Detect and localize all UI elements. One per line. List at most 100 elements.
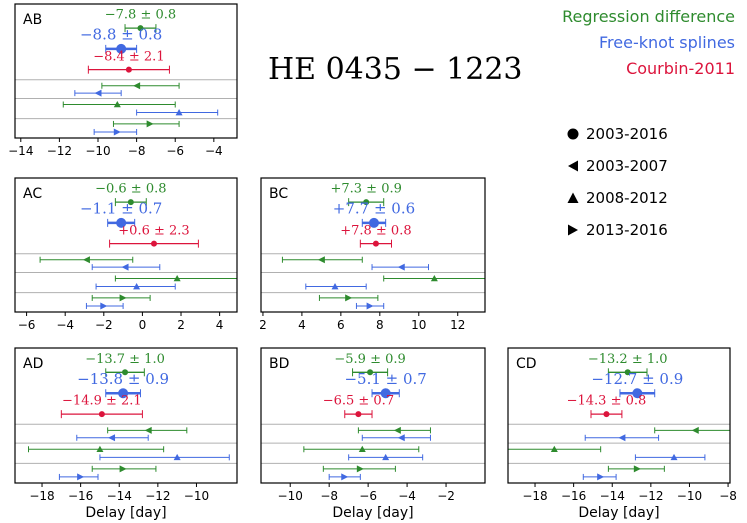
marker-legend-label: 2008-2012 bbox=[586, 189, 668, 207]
marker-legend: 2003-2016 2003-2007 2008-2012 2013-2016 bbox=[566, 118, 668, 246]
period-point bbox=[397, 434, 405, 442]
panel-title: BC bbox=[269, 186, 288, 202]
x-tick-label: −14 bbox=[107, 489, 132, 503]
panel-title: AD bbox=[23, 356, 43, 372]
period-point bbox=[77, 473, 85, 481]
period-point bbox=[345, 294, 353, 302]
summary-point bbox=[127, 199, 134, 206]
panel-title: AC bbox=[23, 186, 42, 202]
summary-point bbox=[363, 199, 370, 206]
summary-point bbox=[98, 411, 105, 418]
period-point bbox=[331, 283, 339, 290]
period-point bbox=[133, 82, 141, 90]
summary-value-label: +7.7 ± 0.6 bbox=[333, 200, 415, 218]
summary-point bbox=[367, 369, 374, 376]
period-point bbox=[366, 302, 374, 310]
summary-point bbox=[150, 240, 157, 247]
x-tick-label: −16 bbox=[68, 489, 93, 503]
triangle-left-icon bbox=[568, 160, 578, 172]
period-point bbox=[82, 256, 90, 264]
period-point bbox=[113, 101, 121, 108]
period-point bbox=[108, 434, 116, 442]
period-error-bar bbox=[634, 454, 706, 461]
panel-frame bbox=[14, 177, 238, 313]
period-point bbox=[382, 453, 390, 461]
period-point bbox=[94, 89, 102, 97]
x-tick-label: −4 bbox=[205, 144, 223, 158]
x-tick-label: −8 bbox=[320, 489, 338, 503]
x-tick-label: −8 bbox=[719, 489, 737, 503]
summary-value-label: −13.2 ± 1.0 bbox=[588, 352, 668, 367]
summary-point bbox=[125, 66, 132, 73]
panel-bc: +7.3 ± 0.9 +7.7 ± 0.6 +7.8 ± 0.8 BC 2 4 6 8 10 12 bbox=[259, 177, 486, 332]
period-point bbox=[317, 256, 325, 264]
x-tick-label: −6 bbox=[18, 318, 36, 332]
triangle-up-icon bbox=[567, 192, 579, 203]
panel-cd: −13.2 ± 1.0 −12.7 ± 0.9 −14.3 ± 0.8 CD −18 −1… bbox=[507, 347, 737, 521]
x-tick-label: 0 bbox=[139, 318, 147, 332]
summary-value-label: −13.8 ± 0.9 bbox=[77, 370, 169, 388]
x-tick-label: 6 bbox=[337, 318, 345, 332]
marker-legend-item: 2003-2007 bbox=[566, 150, 668, 182]
summary-value-label: −14.3 ± 0.8 bbox=[567, 394, 647, 409]
x-tick-label: −10 bbox=[278, 489, 303, 503]
marker-legend-label: 2013-2016 bbox=[586, 221, 668, 239]
panel-title: BD bbox=[269, 356, 289, 372]
x-tick-label: −16 bbox=[561, 489, 586, 503]
x-tick-label: 4 bbox=[298, 318, 306, 332]
x-tick-label: −6 bbox=[166, 144, 184, 158]
x-tick-label: −18 bbox=[29, 489, 54, 503]
triangle-right-icon bbox=[568, 224, 578, 236]
summary-point bbox=[355, 411, 362, 418]
panel-ad: −13.7 ± 1.0 −13.8 ± 0.9 −14.9 ± 2.1 AD −18 −1… bbox=[14, 347, 238, 521]
period-point bbox=[119, 294, 127, 302]
period-point bbox=[393, 426, 401, 434]
period-error-bar bbox=[361, 434, 431, 441]
period-point bbox=[173, 275, 181, 282]
panel-plot-area bbox=[261, 368, 485, 481]
period-error-bar bbox=[99, 454, 230, 461]
period-error-bar bbox=[101, 82, 180, 89]
period-point bbox=[119, 465, 127, 473]
summary-point bbox=[116, 43, 127, 54]
panel-frame bbox=[260, 347, 486, 484]
x-tick-label: −2 bbox=[95, 318, 113, 332]
marker-legend-item: 2003-2016 bbox=[566, 118, 668, 150]
period-point bbox=[597, 473, 605, 481]
summary-value-label: +7.3 ± 0.9 bbox=[330, 182, 401, 197]
x-tick-label: −4 bbox=[56, 318, 74, 332]
summary-point bbox=[632, 388, 643, 399]
x-tick-label: 8 bbox=[376, 318, 384, 332]
panel-frame bbox=[14, 347, 238, 484]
period-point bbox=[358, 445, 366, 453]
period-point bbox=[100, 302, 108, 310]
panel-plot-area bbox=[15, 24, 237, 136]
period-point bbox=[341, 473, 349, 481]
summary-value-label: −7.8 ± 0.8 bbox=[105, 8, 176, 23]
period-point bbox=[144, 426, 152, 434]
summary-value-label: −0.6 ± 0.8 bbox=[95, 182, 166, 197]
period-point bbox=[430, 275, 438, 282]
period-point bbox=[356, 465, 364, 473]
x-tick-label: −12 bbox=[47, 144, 72, 158]
summary-value-label: −13.7 ± 1.0 bbox=[85, 352, 165, 367]
summary-point bbox=[368, 217, 379, 228]
x-tick-label: 2 bbox=[177, 318, 185, 332]
x-tick-label: 4 bbox=[216, 318, 224, 332]
summary-value-label: −5.1 ± 0.7 bbox=[344, 370, 426, 388]
panel-frame bbox=[14, 3, 238, 139]
summary-value-label: +0.6 ± 2.3 bbox=[118, 223, 189, 238]
summary-value-label: −6.5 ± 0.7 bbox=[323, 394, 394, 409]
x-tick-label: −6 bbox=[359, 489, 377, 503]
x-tick-label: −10 bbox=[85, 144, 110, 158]
period-point bbox=[670, 453, 678, 461]
period-point bbox=[96, 445, 104, 453]
period-point bbox=[618, 434, 626, 442]
period-point bbox=[633, 465, 641, 473]
summary-point bbox=[118, 388, 129, 399]
summary-point bbox=[624, 369, 631, 376]
x-tick-label: −14 bbox=[8, 144, 33, 158]
x-tick-label: −4 bbox=[398, 489, 416, 503]
marker-legend-item: 2008-2012 bbox=[566, 182, 668, 214]
figure-title: HE 0435 − 1223 bbox=[268, 52, 523, 87]
